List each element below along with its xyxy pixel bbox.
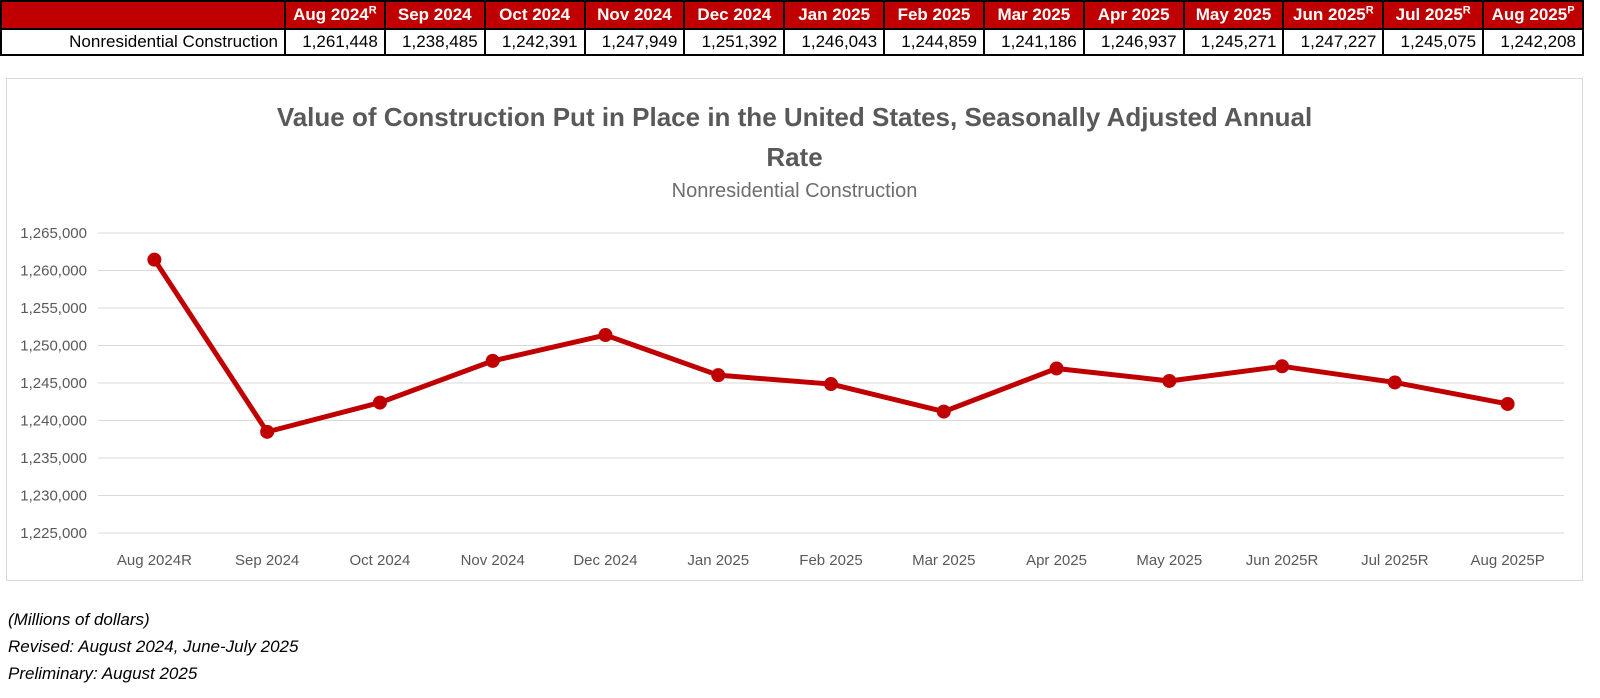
data-point-marker [147, 252, 162, 267]
month-header-1: Sep 2024 [383, 0, 486, 30]
y-axis-tick-label: 1,250,000 [20, 338, 87, 355]
table-corner-cell [0, 0, 286, 30]
x-axis-tick-label: Aug 2024R [117, 552, 192, 569]
value-cell-9: 1,245,271 [1182, 28, 1285, 56]
value-cell-5: 1,246,043 [783, 28, 886, 56]
note-units: (Millions of dollars) [8, 610, 150, 629]
table-header-row: Aug 2024R Sep 2024 Oct 2024 Nov 2024 Dec 202… [0, 0, 1584, 30]
data-point-marker [711, 368, 726, 383]
note-preliminary: Preliminary: August 2025 [8, 664, 198, 683]
data-point-marker [372, 395, 387, 410]
data-point-marker [1162, 373, 1177, 388]
y-axis-tick-label: 1,230,000 [20, 488, 87, 505]
value-cell-1: 1,238,485 [383, 28, 486, 56]
value-cell-0: 1,261,448 [284, 28, 386, 56]
chart-subtitle: Nonresidential Construction [671, 180, 918, 202]
data-point-marker [1500, 396, 1515, 411]
chart-title: Value of Construction Put in Place in th… [7, 97, 1582, 177]
x-axis-tick-label: May 2025 [1136, 552, 1202, 569]
month-header-2: Oct 2024 [483, 0, 586, 30]
y-axis-tick-label: 1,240,000 [20, 413, 87, 430]
y-axis-tick-label: 1,235,000 [20, 450, 87, 467]
data-point-marker [1387, 375, 1402, 390]
value-cell-6: 1,244,859 [883, 28, 985, 56]
note-revised: Revised: August 2024, June-July 2025 [8, 637, 299, 656]
footnotes: (Millions of dollars) Revised: August 20… [8, 606, 298, 687]
value-cell-4: 1,251,392 [683, 28, 786, 56]
month-header-5: Jan 2025 [783, 0, 886, 30]
revision-flag: R [1462, 4, 1471, 17]
y-axis-tick-label: 1,245,000 [20, 375, 87, 392]
month-header-11: Jul 2025R [1382, 0, 1485, 30]
revision-flag: R [368, 4, 377, 17]
x-axis-tick-label: Jan 2025 [687, 552, 749, 569]
value-cell-12: 1,242,208 [1482, 28, 1584, 56]
x-axis-tick-label: Apr 2025 [1026, 552, 1087, 569]
chart-title-line1: Value of Construction Put in Place in th… [276, 102, 1313, 132]
chart-title-line2: Rate [766, 142, 823, 172]
value-cell-8: 1,246,937 [1082, 28, 1185, 56]
data-point-marker [485, 353, 500, 368]
value-cell-2: 1,242,391 [483, 28, 586, 56]
month-header-8: Apr 2025 [1082, 0, 1185, 30]
data-point-marker [1049, 361, 1064, 376]
data-point-marker [824, 377, 838, 392]
y-axis-tick-label: 1,225,000 [20, 525, 87, 542]
value-cell-7: 1,241,186 [982, 28, 1085, 56]
x-axis-tick-label: Sep 2024 [235, 552, 299, 569]
data-table: Aug 2024R Sep 2024 Oct 2024 Nov 2024 Dec 202… [0, 0, 1584, 56]
value-cell-3: 1,247,949 [583, 28, 686, 56]
x-axis-tick-label: Mar 2025 [912, 552, 975, 569]
table-data-row: Nonresidential Construction 1,261,448 1,2… [0, 28, 1584, 56]
revision-flag: P [1567, 4, 1575, 17]
line-chart-plot: 1,225,000 1,230,000 1,235,000 1,240,000 1,24… [20, 225, 1564, 569]
x-axis-tick-label: Dec 2024 [573, 552, 637, 569]
value-cell-10: 1,247,227 [1282, 28, 1385, 56]
month-header-9: May 2025 [1182, 0, 1285, 30]
x-axis-tick-label: Aug 2025P [1470, 552, 1544, 569]
chart-container: Value of Construction Put in Place in th… [6, 78, 1583, 581]
x-axis-tick-label: Nov 2024 [461, 552, 525, 569]
month-header-3: Nov 2024 [583, 0, 686, 30]
data-point-marker [260, 424, 275, 439]
month-header-6: Feb 2025 [883, 0, 985, 30]
x-axis-tick-label: Jul 2025R [1361, 552, 1429, 569]
month-header-12: Aug 2025P [1482, 0, 1584, 30]
month-header-10: Jun 2025R [1282, 0, 1385, 30]
y-axis-tick-label: 1,255,000 [20, 300, 87, 317]
data-point-marker [598, 328, 613, 343]
data-point-marker [1275, 359, 1290, 374]
month-header-7: Mar 2025 [982, 0, 1085, 30]
data-point-marker [936, 404, 951, 419]
x-axis-tick-label: Feb 2025 [799, 552, 862, 569]
y-axis-tick-label: 1,260,000 [20, 263, 87, 280]
x-axis-tick-label: Jun 2025R [1246, 552, 1319, 569]
revision-flag: R [1365, 4, 1374, 17]
month-header-0: Aug 2024R [284, 0, 386, 30]
table-row-label: Nonresidential Construction [0, 28, 286, 56]
month-header-4: Dec 2024 [683, 0, 786, 30]
x-axis-tick-label: Oct 2024 [349, 552, 410, 569]
value-cell-11: 1,245,075 [1382, 28, 1485, 56]
y-axis-tick-label: 1,265,000 [20, 225, 87, 242]
